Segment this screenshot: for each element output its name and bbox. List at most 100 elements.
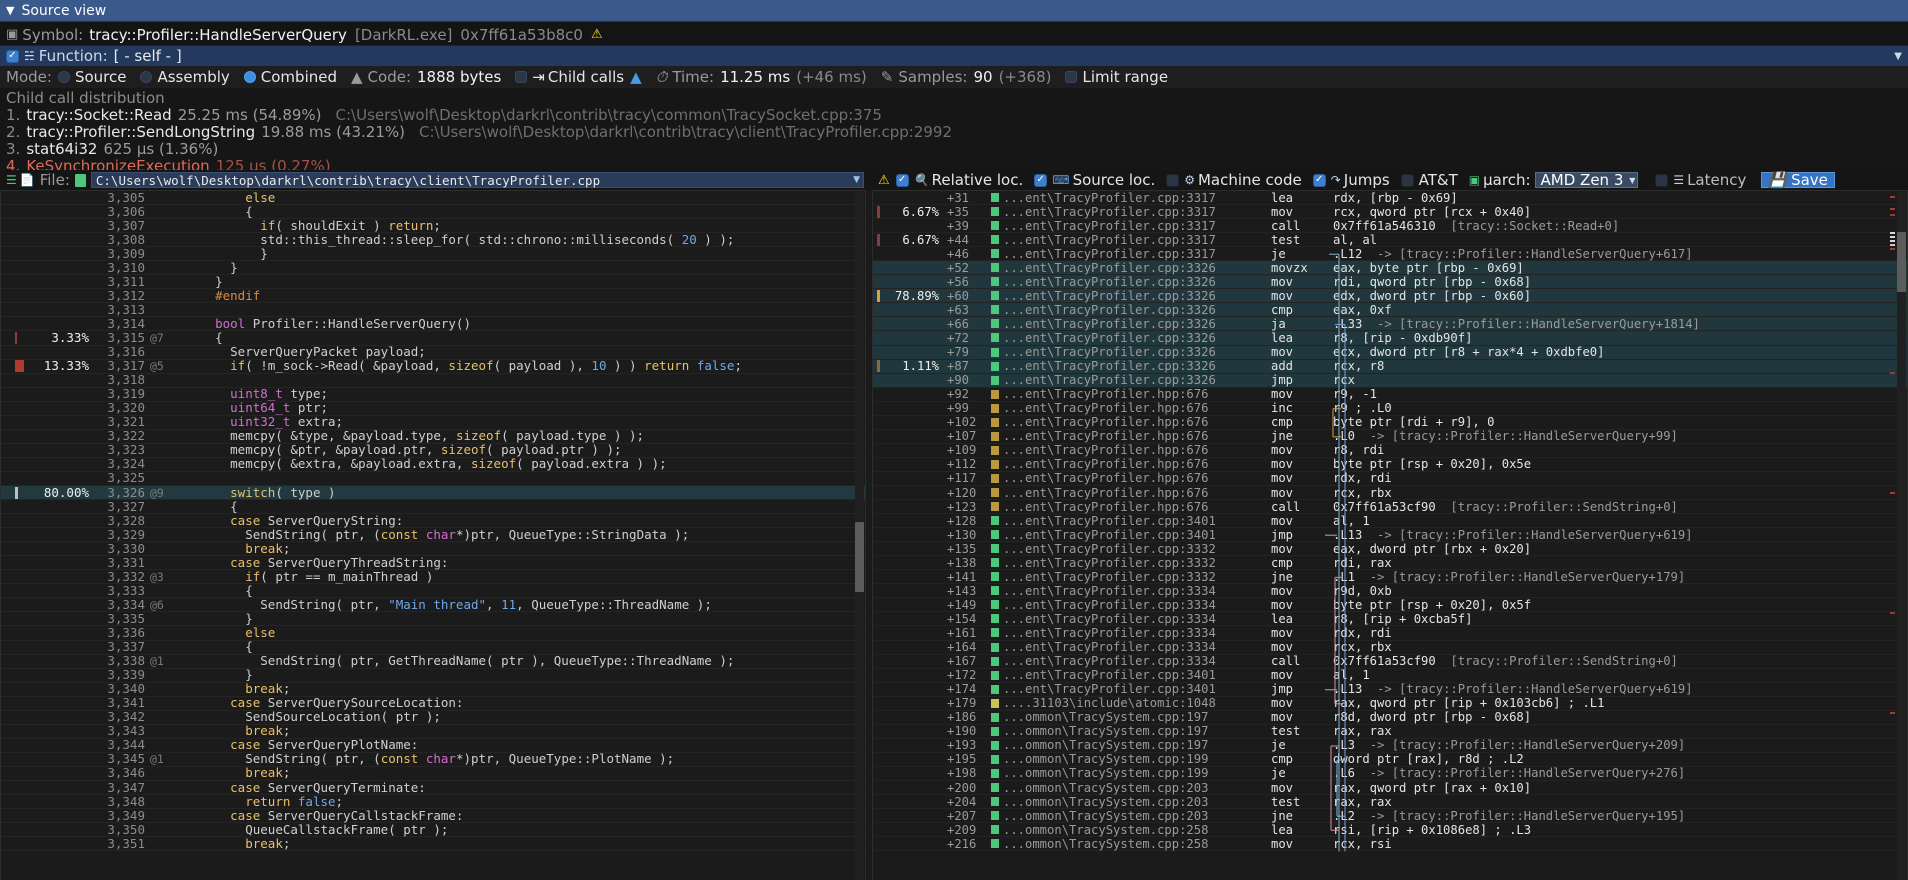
source-pane[interactable]: 3,305 else 3,306 {3,307 if( shouldExit ) … (0, 190, 866, 880)
toggle-source-loc[interactable]: ✓ ⌨ Source loc. (1034, 171, 1155, 189)
assembly-line[interactable]: +190 ...ommon\TracySystem.cpp:197 test rax,… (873, 724, 1907, 739)
assembly-source-location[interactable]: ...ommon\TracySystem.cpp:199 (1003, 766, 1209, 781)
assembly-line[interactable]: +39 ...ent\TracyProfiler.cpp:3317 call 0x7f… (873, 219, 1907, 234)
source-line[interactable]: 3,345 @1 SendString( ptr, (const char*)pt… (1, 752, 865, 767)
assembly-source-location[interactable]: ...ent\TracyProfiler.cpp:3326 (1003, 331, 1216, 345)
assembly-line[interactable]: +120 ...ent\TracyProfiler.hpp:676 mov rcx, … (873, 485, 1907, 501)
source-line[interactable]: 3,343 break; (1, 724, 865, 739)
assembly-line[interactable]: +216 ...ommon\TracySystem.cpp:258 mov rcx, … (873, 837, 1907, 852)
source-line[interactable]: 3,340 break; (1, 682, 865, 697)
source-line[interactable]: 3,309 } (1, 246, 865, 262)
assembly-pane[interactable]: +31 ...ent\TracyProfiler.cpp:3317 lea rdx, … (872, 190, 1908, 880)
assembly-source-location[interactable]: ...ent\TracyProfiler.cpp:3326 (1003, 345, 1216, 360)
assembly-source-location[interactable]: ...ent\TracyProfiler.hpp:676 (1003, 415, 1209, 430)
assembly-line[interactable]: +161 ...ent\TracyProfiler.cpp:3334 mov rdx,… (873, 626, 1907, 641)
assembly-source-location[interactable]: ...ent\TracyProfiler.hpp:676 (1003, 499, 1209, 514)
mode-option-combined[interactable]: Combined (243, 68, 337, 86)
function-checkbox[interactable]: ✓ (6, 49, 19, 63)
source-line[interactable]: 3,311 } (1, 274, 865, 290)
assembly-source-location[interactable]: ...ent\TracyProfiler.cpp:3332 (1003, 541, 1216, 556)
source-line[interactable]: 3,348 return false; (1, 794, 865, 810)
assembly-line[interactable]: +149 ...ent\TracyProfiler.cpp:3334 mov byte… (873, 598, 1907, 613)
source-line[interactable]: 3,308 std::this_thread::sleep_for( std::… (1, 232, 865, 248)
assembly-line[interactable]: +195 ...ommon\TracySystem.cpp:199 cmp dword… (873, 752, 1907, 767)
assembly-line[interactable]: +172 ...ent\TracyProfiler.cpp:3401 mov al, … (873, 668, 1907, 683)
source-line[interactable]: 3,334 @6 SendString( ptr, "Main thread", … (1, 597, 865, 613)
source-line[interactable]: 3,306 { (1, 204, 865, 220)
save-button[interactable]: 💾 Save (1761, 171, 1835, 189)
assembly-source-location[interactable]: ...ent\TracyProfiler.hpp:676 (1003, 387, 1209, 402)
function-value[interactable]: [ - self - ] (113, 47, 182, 65)
child-call-row[interactable]: 1. tracy::Socket::Read 25.25 ms (54.89%) C:… (6, 107, 1902, 124)
assembly-line[interactable]: +46 ...ent\TracyProfiler.cpp:3317 je .L12 -… (873, 247, 1907, 262)
assembly-source-location[interactable]: ...ent\TracyProfiler.cpp:3326 (1003, 302, 1216, 317)
assembly-line[interactable]: +193 ...ommon\TracySystem.cpp:197 je .L3 ->… (873, 738, 1907, 753)
pane-splitter[interactable] (866, 190, 872, 880)
assembly-line[interactable]: +209 ...ommon\TracySystem.cpp:258 lea rsi, … (873, 822, 1907, 838)
assembly-source-location[interactable]: ...ent\TracyProfiler.hpp:676 (1003, 457, 1209, 472)
assembly-source-location[interactable]: ...ommon\TracySystem.cpp:197 (1003, 738, 1209, 753)
assembly-source-location[interactable]: ...ent\TracyProfiler.hpp:676 (1003, 401, 1209, 416)
assembly-line[interactable]: +31 ...ent\TracyProfiler.cpp:3317 lea rdx, … (873, 190, 1907, 206)
assembly-line[interactable]: +66 ...ent\TracyProfiler.cpp:3326 ja .L33 -… (873, 316, 1907, 332)
assembly-source-location[interactable]: ...ent\TracyProfiler.cpp:3401 (1003, 682, 1216, 697)
source-line[interactable]: 3,319 uint8_t type; (1, 387, 865, 402)
assembly-source-location[interactable]: ...ent\TracyProfiler.hpp:676 (1003, 443, 1209, 458)
assembly-source-location[interactable]: ...ommon\TracySystem.cpp:199 (1003, 752, 1209, 767)
source-line[interactable]: 3,344 case ServerQueryPlotName: (1, 738, 865, 753)
assembly-source-location[interactable]: ...ent\TracyProfiler.cpp:3317 (1003, 190, 1216, 205)
source-line[interactable]: 3,331 case ServerQueryThreadString: (1, 555, 865, 571)
child-call-row[interactable]: 3. stat64i32 625 µs (1.36%) (6, 141, 1902, 158)
warning-triangle-icon[interactable]: ⚠ (590, 27, 603, 42)
assembly-source-location[interactable]: ...ommon\TracySystem.cpp:258 (1003, 822, 1209, 837)
file-path-field[interactable]: C:\Users\wolf\Desktop\darkrl\contrib\tra… (90, 172, 864, 188)
mode-option-source[interactable]: Source (57, 68, 126, 86)
source-line[interactable]: 3,321 uint32_t extra; (1, 415, 865, 430)
assembly-line[interactable]: +109 ...ent\TracyProfiler.hpp:676 mov r8, r… (873, 443, 1907, 458)
source-line[interactable]: 3,351 break; (1, 836, 865, 852)
assembly-line[interactable]: +72 ...ent\TracyProfiler.cpp:3326 lea r8, [… (873, 331, 1907, 346)
assembly-source-location[interactable]: ...ent\TracyProfiler.cpp:3326 (1003, 260, 1216, 275)
source-line[interactable]: 3,333 { (1, 583, 865, 599)
assembly-line[interactable]: +128 ...ent\TracyProfiler.cpp:3401 mov al, … (873, 514, 1907, 529)
source-line[interactable]: 3,346 break; (1, 766, 865, 781)
assembly-source-location[interactable]: ...ent\TracyProfiler.cpp:3401 (1003, 668, 1216, 683)
chevron-down-icon[interactable]: ▼ (853, 175, 860, 185)
assembly-source-location[interactable]: ...ent\TracyProfiler.cpp:3326 (1003, 288, 1216, 303)
source-line[interactable]: 3,342 SendSourceLocation( ptr ); (1, 710, 865, 725)
source-line[interactable]: 3,314 bool Profiler::HandleServerQuery() (1, 316, 865, 332)
assembly-line[interactable]: 78.89% +60 ...ent\TracyProfiler.cpp:3326 mo… (873, 288, 1907, 304)
source-line[interactable]: 3,318 (1, 373, 865, 388)
assembly-line[interactable]: +200 ...ommon\TracySystem.cpp:203 mov rax, … (873, 781, 1907, 796)
assembly-source-location[interactable]: ...ent\TracyProfiler.cpp:3332 (1003, 569, 1216, 584)
child-call-row[interactable]: 2. tracy::Profiler::SendLongString 19.88 m… (6, 124, 1902, 141)
caret-up-icon[interactable]: ▲ (630, 68, 642, 86)
source-line[interactable]: 3,323 memcpy( &ptr, &payload.ptr, sizeof… (1, 443, 865, 458)
assembly-line[interactable]: +79 ...ent\TracyProfiler.cpp:3326 mov ecx, … (873, 345, 1907, 360)
assembly-line[interactable]: +198 ...ommon\TracySystem.cpp:199 je .L6 ->… (873, 766, 1907, 781)
file-icon[interactable]: 📄 (19, 173, 35, 187)
assembly-source-location[interactable]: ...ommon\TracySystem.cpp:203 (1003, 794, 1209, 809)
collapse-triangle-icon[interactable]: ▼ (6, 4, 15, 17)
assembly-line[interactable]: +123 ...ent\TracyProfiler.hpp:676 call 0x7f… (873, 499, 1907, 515)
assembly-source-location[interactable]: ...ommon\TracySystem.cpp:197 (1003, 710, 1209, 725)
toggle-jumps[interactable]: ✓ ↷ Jumps (1312, 171, 1390, 189)
source-line[interactable]: 3,332 @3 if( ptr == m_mainThread ) (1, 569, 865, 585)
assembly-line[interactable]: +107 ...ent\TracyProfiler.hpp:676 jne .L0 -… (873, 429, 1907, 444)
source-line[interactable]: 3,330 break; (1, 541, 865, 557)
assembly-source-location[interactable]: ...ent\TracyProfiler.cpp:3326 (1003, 316, 1216, 331)
assembly-line[interactable]: +174 ...ent\TracyProfiler.cpp:3401 jmp .L13… (873, 682, 1907, 697)
source-line[interactable]: 3,328 case ServerQueryString: (1, 513, 865, 529)
assembly-line[interactable]: +112 ...ent\TracyProfiler.hpp:676 mov byte … (873, 457, 1907, 472)
assembly-source-location[interactable]: ...ent\TracyProfiler.hpp:676 (1003, 485, 1209, 500)
assembly-source-location[interactable]: ...ent\TracyProfiler.cpp:3401 (1003, 527, 1216, 542)
assembly-source-location[interactable]: ...ent\TracyProfiler.cpp:3334 (1003, 640, 1216, 655)
warning-triangle-icon[interactable]: ⚠ (878, 172, 890, 188)
limit-range-toggle[interactable]: Limit range (1065, 68, 1168, 86)
source-line[interactable]: 13.33% 3,317 @5 if( !m_sock->Read( &payloa… (1, 359, 865, 374)
source-line[interactable]: 3,322 memcpy( &type, &payload.type, size… (1, 429, 865, 444)
source-line[interactable]: 3,339 } (1, 668, 865, 683)
uarch-selector[interactable]: ▣ µarch: AMD Zen 3 ▼ (1469, 171, 1639, 189)
assembly-line[interactable]: 1.11% +87 ...ent\TracyProfiler.cpp:3326 add… (873, 359, 1907, 374)
assembly-line[interactable]: +52 ...ent\TracyProfiler.cpp:3326 movzx eax… (873, 260, 1907, 276)
